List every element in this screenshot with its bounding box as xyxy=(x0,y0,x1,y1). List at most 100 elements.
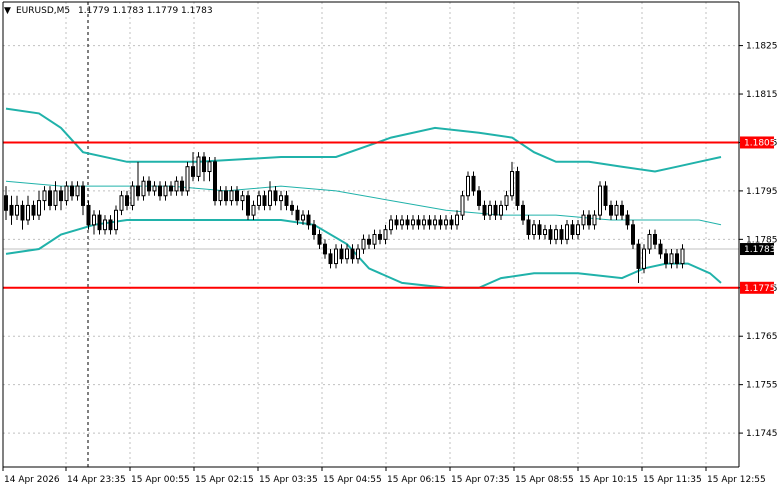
candle-body xyxy=(218,190,223,202)
candle-body xyxy=(554,229,558,240)
horizontal-levels[interactable] xyxy=(3,141,739,289)
candle-body xyxy=(213,161,217,202)
candle-body xyxy=(444,219,448,226)
bollinger-upper-line xyxy=(5,107,722,173)
candle-body xyxy=(334,248,338,265)
candle-body xyxy=(235,190,239,202)
candle-body xyxy=(37,200,41,216)
candle-body xyxy=(427,219,432,226)
candle-body xyxy=(26,204,30,221)
candle-body xyxy=(48,190,52,206)
level-tag-label: 1.1805 xyxy=(744,138,776,148)
candle-body xyxy=(169,185,173,192)
candle-body xyxy=(488,204,492,216)
candle-body xyxy=(620,204,624,216)
candle-body xyxy=(367,238,371,245)
axes: 1.1825 1.1815 1.1805 1.1795 1.1785 1.1775 1.17… xyxy=(2,1,778,485)
y-tick-label: 1.1755 xyxy=(746,381,778,391)
candle-body xyxy=(31,204,36,216)
candle-body xyxy=(202,156,206,173)
candle-body xyxy=(405,219,410,226)
candle-body xyxy=(372,234,377,245)
candle-body xyxy=(543,229,547,235)
candle-body xyxy=(389,219,393,231)
candle-body xyxy=(471,175,476,192)
candle-body xyxy=(460,195,465,216)
x-tick-label: 15 Apr 10:15 xyxy=(579,475,638,485)
candle-body xyxy=(587,214,591,226)
candle-body xyxy=(108,219,113,231)
ohlc-readout: 1.1779 1.1783 1.1779 1.1783 xyxy=(78,6,213,16)
candle-body xyxy=(284,195,289,206)
candle-body xyxy=(268,190,272,206)
candle-body xyxy=(301,214,305,221)
candle-body xyxy=(229,190,234,202)
candle-body xyxy=(114,209,118,231)
y-tick-label: 1.1815 xyxy=(746,90,778,100)
candle-body xyxy=(664,253,668,265)
candle-body xyxy=(59,190,63,202)
candle-body xyxy=(345,248,349,260)
candle-body xyxy=(70,185,74,197)
x-tick-label: 15 Apr 00:55 xyxy=(131,475,190,485)
candle-body xyxy=(174,180,179,192)
candle-body xyxy=(246,195,250,216)
y-tick-label: 1.1745 xyxy=(746,429,778,439)
x-tick-label: 14 Apr 23:35 xyxy=(67,475,126,485)
candle-body xyxy=(631,224,635,245)
candle-body xyxy=(570,224,575,235)
candle-body xyxy=(383,229,388,240)
candle-body xyxy=(20,204,25,221)
candle-body xyxy=(295,209,300,221)
candle-body xyxy=(207,161,212,173)
candle-body xyxy=(521,204,525,221)
candle-body xyxy=(64,185,69,202)
candle-body xyxy=(273,190,278,202)
header-triangle-icon[interactable]: ▼ xyxy=(4,6,11,16)
candles xyxy=(4,152,685,283)
candle-body xyxy=(185,166,190,192)
candle-body xyxy=(482,204,487,216)
candle-body xyxy=(141,180,146,197)
candle-body xyxy=(356,248,360,260)
price-tags: 1.1805 1.1775 1.1783 xyxy=(740,136,776,294)
candle-body xyxy=(81,185,85,206)
chart-header: ▼ EURUSD,M5 1.1779 1.1783 1.1779 1.1783 xyxy=(4,6,213,16)
candle-body xyxy=(653,234,657,245)
candle-body xyxy=(548,229,553,240)
candle-body xyxy=(400,219,404,226)
candle-body xyxy=(191,166,195,177)
candle-body xyxy=(224,190,228,202)
candle-body xyxy=(658,243,663,255)
candle-body xyxy=(251,204,256,216)
x-tick-label: 15 Apr 08:55 xyxy=(515,475,574,485)
candle-body xyxy=(290,204,294,211)
candle-body xyxy=(4,195,8,211)
candle-body xyxy=(416,219,421,226)
candle-body xyxy=(609,204,613,216)
candle-body xyxy=(136,185,140,197)
candle-body xyxy=(433,219,437,226)
candle-body xyxy=(86,204,91,226)
level-tag-label: 1.1775 xyxy=(744,284,776,294)
x-tick-label: 14 Apr 2026 xyxy=(4,475,60,485)
candle-body xyxy=(279,195,283,202)
candle-body xyxy=(147,180,151,192)
candle-body xyxy=(581,214,586,226)
candle-body xyxy=(438,219,443,226)
candle-body xyxy=(323,243,327,255)
candle-body xyxy=(576,224,580,235)
candle-body xyxy=(625,214,630,226)
candle-body xyxy=(422,219,426,226)
candle-body xyxy=(306,214,311,226)
candle-body xyxy=(42,190,47,202)
candle-body xyxy=(92,214,96,226)
x-tick-label: 15 Apr 03:35 xyxy=(259,475,318,485)
candle-body xyxy=(350,248,355,260)
candle-body xyxy=(598,185,602,216)
candle-body xyxy=(53,190,58,206)
candle-body xyxy=(257,195,261,206)
y-tick-label: 1.1765 xyxy=(746,332,778,342)
